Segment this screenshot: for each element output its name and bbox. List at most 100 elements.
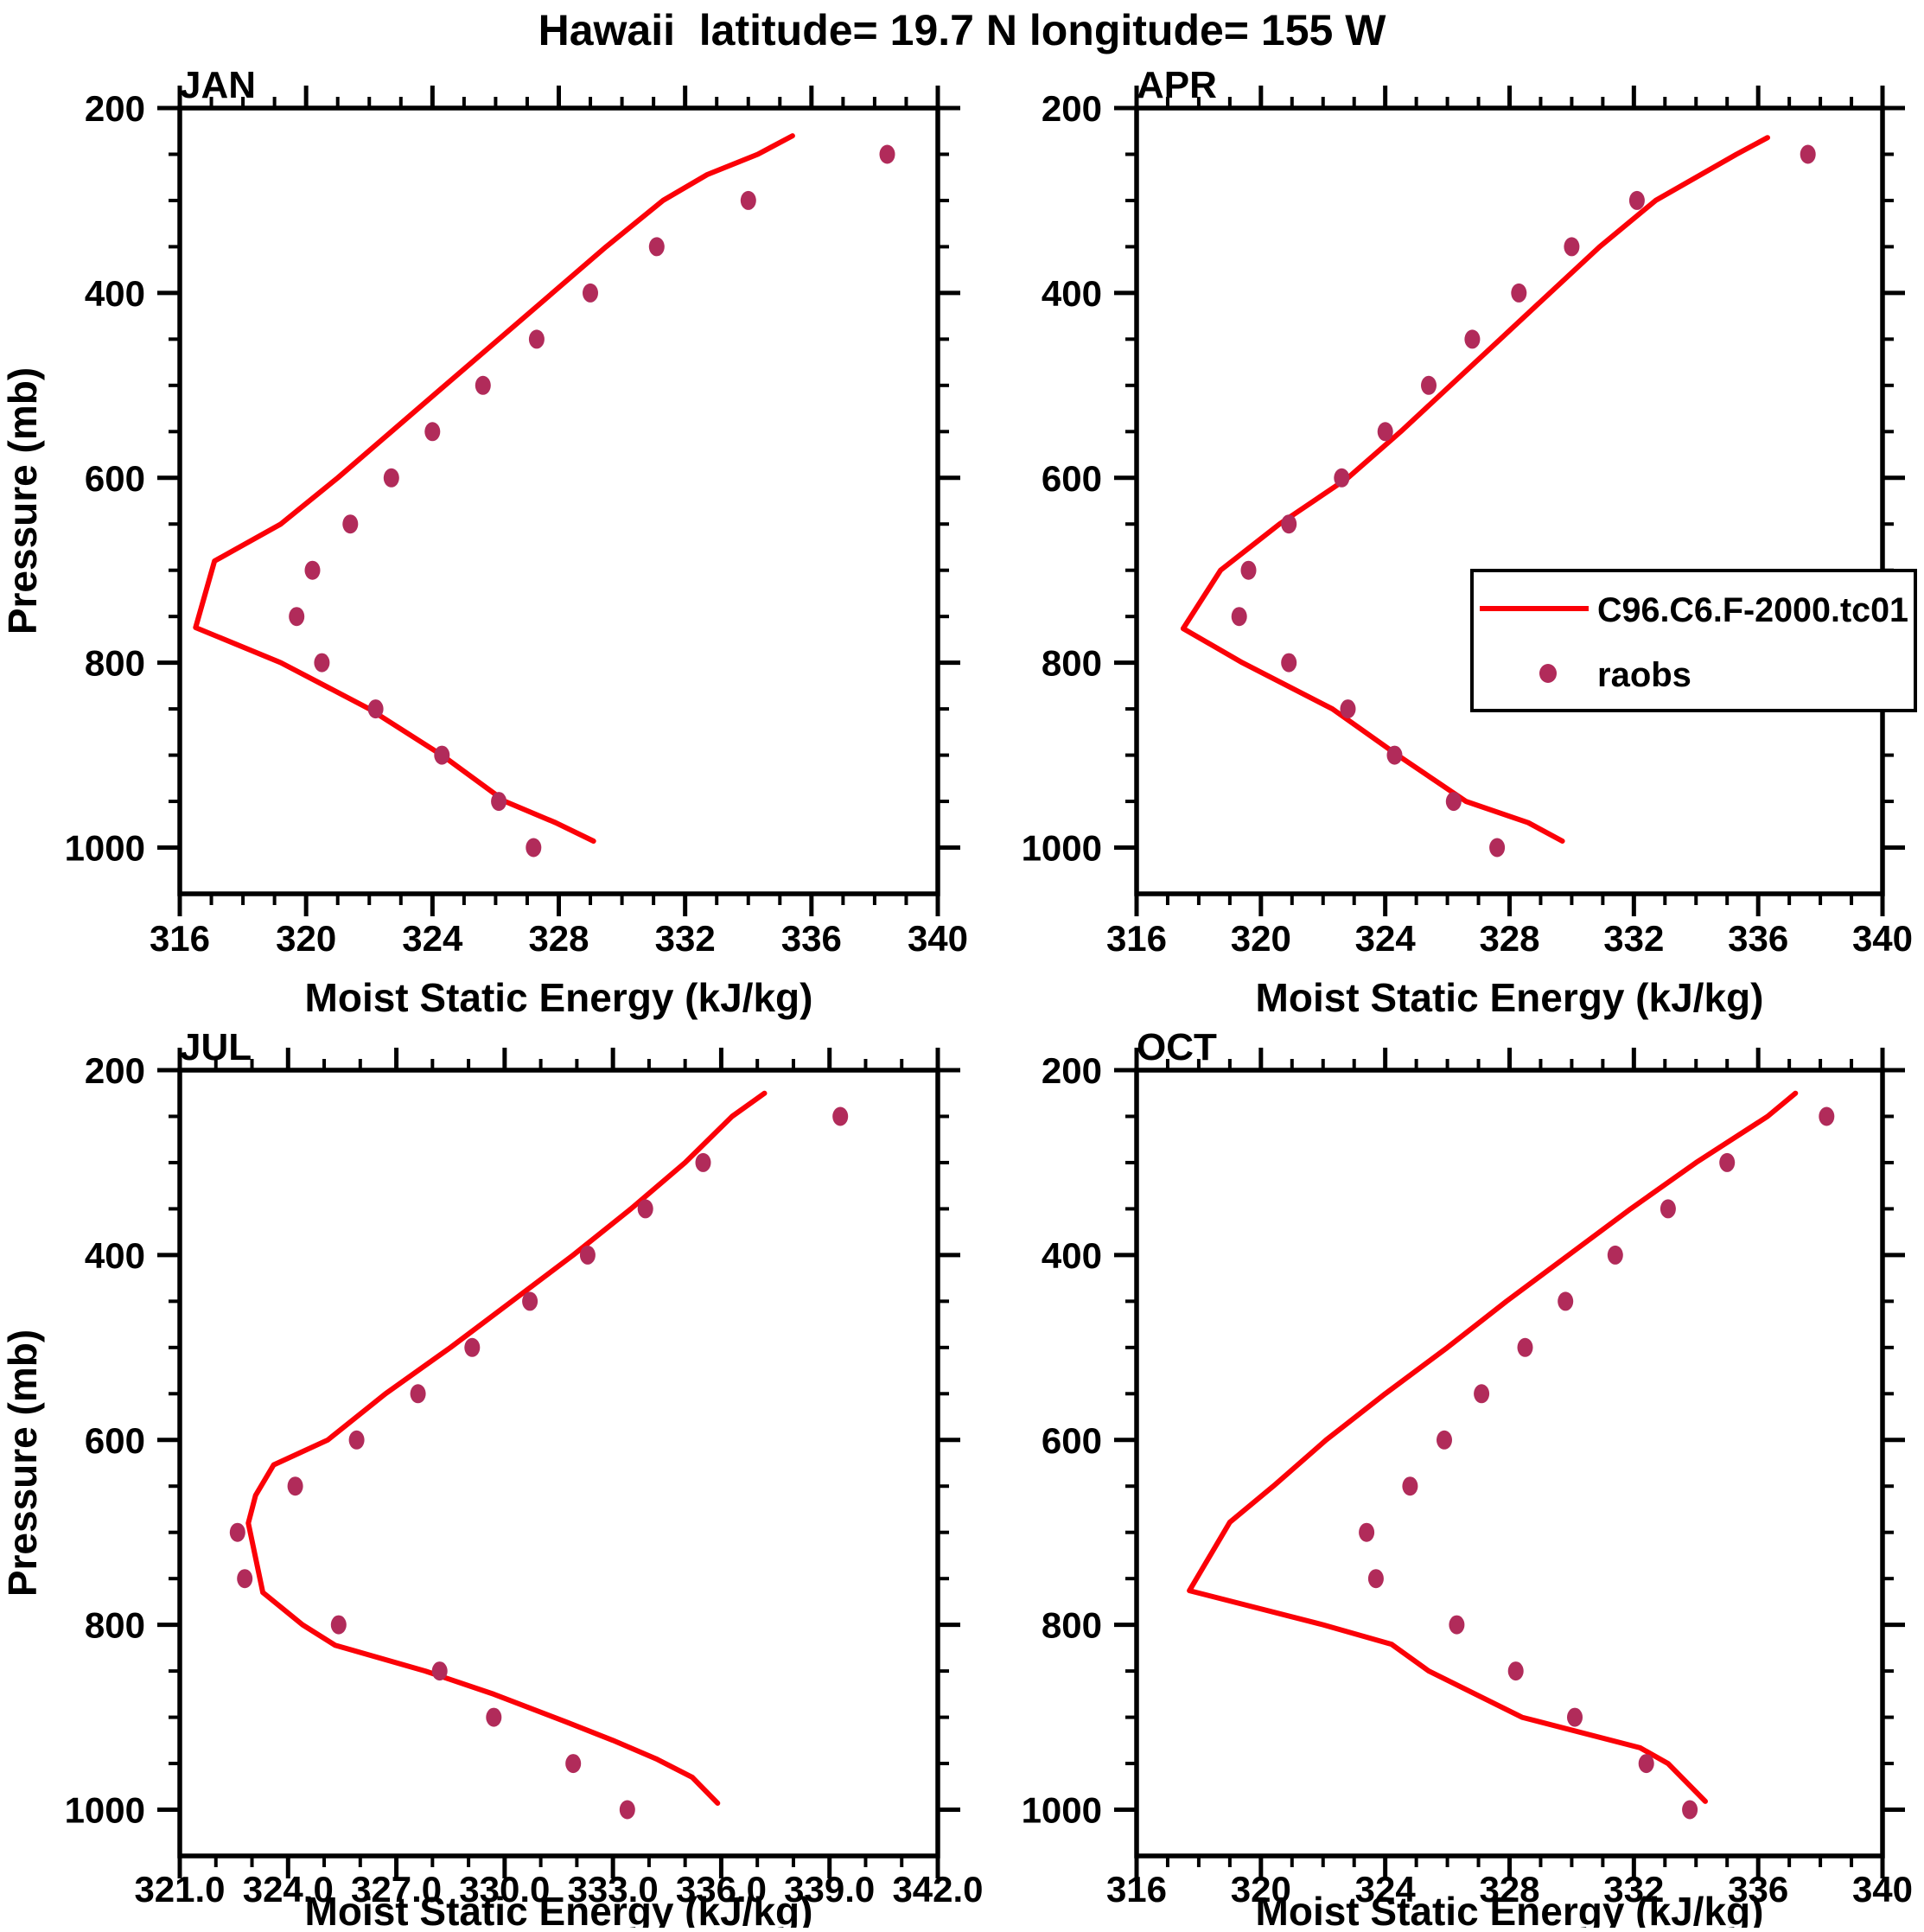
x-tick-label: 339.0 — [784, 1869, 875, 1910]
raobs-dot — [1474, 1384, 1490, 1404]
raobs-dot — [1628, 190, 1645, 210]
raobs-dot — [491, 792, 507, 812]
legend-marker-sample — [1539, 664, 1557, 683]
y-axis-title: Pressure (mb) — [0, 1329, 45, 1597]
axis-ticks — [1114, 86, 1905, 916]
raobs-dot — [1281, 514, 1297, 534]
raobs-dot — [1437, 1430, 1452, 1450]
legend-label-model: C96.C6.F-2000.tc01 — [1597, 591, 1908, 629]
raobs-dot — [431, 1661, 448, 1681]
raobs-dot — [229, 1522, 245, 1542]
x-tick-label: 340 — [1852, 918, 1913, 959]
raobs-dot — [1240, 560, 1257, 580]
raobs-dot — [579, 1245, 596, 1265]
y-tick-label: 600 — [85, 458, 145, 499]
raobs-markers-apr — [1231, 144, 1816, 858]
raobs-dot — [1682, 1800, 1698, 1820]
raobs-dot — [1567, 1707, 1583, 1727]
x-tick-label: 333.0 — [568, 1869, 659, 1910]
x-tick-label: 332 — [655, 918, 716, 959]
legend-box — [1470, 569, 1917, 712]
figure-title: Hawaii latitude= 19.7 N longitude= 155 W — [538, 6, 1386, 54]
panel-title: APR — [1137, 64, 1217, 106]
x-tick-label: 342.0 — [892, 1869, 983, 1910]
x-tick-label: 320 — [1231, 918, 1291, 959]
raobs-markers-oct — [1359, 1106, 1835, 1820]
x-tick-label: 316 — [1106, 1869, 1167, 1910]
x-tick-label: 320 — [276, 918, 336, 959]
raobs-dot — [410, 1384, 426, 1404]
x-tick-label: 330.0 — [459, 1869, 550, 1910]
raobs-dot — [486, 1707, 502, 1727]
raobs-dot — [1607, 1245, 1623, 1265]
x-tick-label: 328 — [1479, 918, 1539, 959]
x-tick-label: 332 — [1603, 918, 1664, 959]
x-axis-title: Moist Static Energy (kJ/kg) — [1256, 975, 1764, 1020]
raobs-dot — [1511, 283, 1527, 303]
model-line-apr — [1180, 135, 1770, 844]
x-tick-label: 324 — [1355, 918, 1417, 959]
raobs-dot — [528, 329, 545, 349]
x-tick-label: 336 — [781, 918, 842, 959]
raobs-dot — [1359, 1522, 1375, 1542]
raobs-dot — [237, 1569, 253, 1589]
model-line-oct — [1187, 1090, 1799, 1804]
x-tick-label: 328 — [1479, 1869, 1539, 1910]
raobs-dot — [342, 514, 359, 534]
x-tick-label: 324 — [1355, 1869, 1417, 1910]
x-tick-label: 340 — [1852, 1869, 1913, 1910]
y-tick-label: 600 — [85, 1420, 145, 1461]
raobs-dot — [583, 283, 598, 303]
panel-apr: 316 320 324 328 332 336 340 200 400 600 800 1000 APR… — [1022, 64, 1913, 1020]
raobs-dot — [1464, 329, 1481, 349]
raobs-dot — [1421, 375, 1437, 395]
raobs-dot — [1445, 792, 1462, 812]
raobs-dot — [367, 699, 384, 719]
raobs-dot — [565, 1754, 582, 1774]
model-line-jan — [193, 133, 795, 844]
y-tick-label: 400 — [85, 1235, 145, 1276]
y-tick-label: 200 — [1042, 1050, 1102, 1091]
raobs-dot — [1517, 1337, 1533, 1357]
raobs-dot — [348, 1430, 365, 1450]
raobs-dot — [1558, 1291, 1574, 1311]
y-tick-label: 400 — [1042, 273, 1102, 314]
x-tick-label: 336 — [1728, 918, 1788, 959]
y-tick-label: 1000 — [65, 1790, 145, 1831]
raobs-markers-jul — [229, 1106, 849, 1820]
raobs-dot — [740, 190, 756, 210]
raobs-dot — [1800, 144, 1816, 164]
legend-entry-model: C96.C6.F-2000.tc01 — [1480, 591, 1908, 629]
raobs-dot — [1281, 653, 1297, 673]
y-tick-label: 1000 — [1022, 1790, 1102, 1831]
x-tick-label: 332 — [1603, 1869, 1664, 1910]
raobs-dot — [1402, 1476, 1418, 1496]
x-tick-label: 340 — [908, 918, 968, 959]
x-tick-label: 328 — [528, 918, 589, 959]
plot-box — [177, 105, 940, 896]
y-tick-label: 600 — [1042, 1420, 1102, 1461]
raobs-dot — [1334, 468, 1350, 488]
raobs-dot — [1367, 1569, 1384, 1589]
raobs-dot — [475, 375, 491, 395]
raobs-dot — [1638, 1754, 1654, 1774]
raobs-dot — [832, 1106, 849, 1126]
y-axis-title: Pressure (mb) — [0, 367, 45, 634]
y-tick-label: 800 — [85, 1605, 145, 1646]
panel-jul: 321.0 324.0 327.0 330.0 333.0 336.0 339.0 342.0… — [0, 1026, 984, 1932]
axis-ticks — [1114, 1048, 1905, 1878]
raobs-dot — [1386, 745, 1403, 765]
raobs-dot — [526, 838, 542, 858]
x-tick-label: 316 — [150, 918, 210, 959]
legend-label-raobs: raobs — [1597, 656, 1691, 694]
y-tick-label: 400 — [85, 273, 145, 314]
y-tick-label: 200 — [85, 1050, 145, 1091]
raobs-dot — [287, 1476, 303, 1496]
raobs-dot — [1340, 699, 1356, 719]
raobs-dot — [434, 745, 450, 765]
panel-title: JAN — [180, 64, 256, 106]
y-tick-label: 1000 — [1022, 828, 1102, 869]
x-axis-title: Moist Static Energy (kJ/kg) — [1256, 1889, 1764, 1928]
raobs-dot — [1660, 1199, 1676, 1219]
